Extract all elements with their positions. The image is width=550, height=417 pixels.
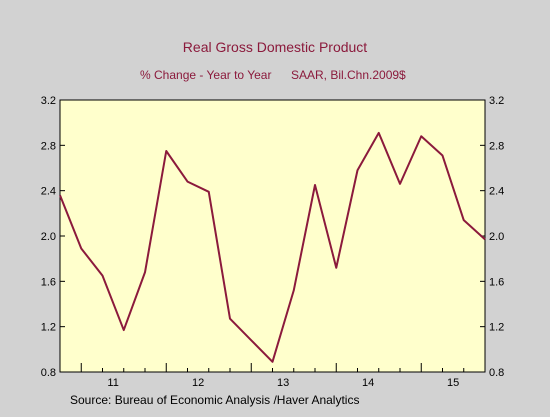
- data-point: [335, 267, 337, 269]
- y-tick-label-left: 1.2: [41, 322, 56, 334]
- chart-subtitle-left: % Change - Year to Year: [140, 68, 271, 82]
- x-tick-label: 15: [447, 377, 459, 389]
- y-tick-label-left: 3.2: [41, 95, 56, 107]
- y-tick-label-right: 2.4: [489, 186, 504, 198]
- data-point: [187, 181, 189, 183]
- series-layer: [59, 131, 486, 363]
- x-tick-label: 12: [192, 377, 204, 389]
- axis-ticks: [59, 99, 486, 373]
- y-tick-label-left: 0.8: [41, 367, 56, 379]
- chart-subtitle-right: SAAR, Bil.Chn.2009$: [291, 68, 406, 82]
- x-tick-label: 11: [107, 377, 118, 389]
- data-point: [123, 329, 125, 331]
- data-point: [314, 184, 316, 186]
- data-point: [378, 132, 380, 134]
- data-point: [80, 247, 82, 249]
- y-tick-label-left: 2.0: [41, 231, 56, 243]
- data-point: [102, 275, 104, 277]
- y-tick-label-right: 1.2: [489, 322, 504, 334]
- chart-title: Real Gross Domestic Product: [183, 39, 368, 55]
- data-point: [229, 318, 231, 320]
- data-point: [250, 339, 252, 341]
- data-point: [144, 271, 146, 273]
- data-point: [442, 155, 444, 157]
- x-tick-label: 13: [277, 377, 289, 389]
- data-point: [399, 183, 401, 185]
- y-tick-label-right: 1.6: [489, 276, 504, 288]
- data-point: [165, 150, 167, 152]
- chart-source: Source: Bureau of Economic Analysis /Hav…: [70, 393, 359, 407]
- data-point: [420, 135, 422, 137]
- data-point: [293, 289, 295, 291]
- axis-tick-labels: 0.8 0.8 1.2 1.2 1.6 1.6 2.0 2.0 2.4 2.4 2.8 2.8 3.2 3…: [41, 95, 505, 389]
- data-point: [463, 219, 465, 221]
- data-point: [272, 361, 274, 363]
- y-tick-label-left: 2.4: [41, 186, 56, 198]
- y-tick-label-left: 1.6: [41, 276, 56, 288]
- y-tick-label-left: 2.8: [41, 140, 56, 152]
- y-tick-label-right: 3.2: [489, 95, 504, 107]
- y-tick-label-right: 2.0: [489, 231, 504, 243]
- y-tick-label-right: 0.8: [489, 367, 504, 379]
- data-point: [357, 169, 359, 171]
- series-line: [59, 131, 486, 363]
- data-point: [208, 191, 210, 193]
- data-point: [484, 238, 486, 240]
- plot-area: [59, 99, 486, 373]
- x-tick-label: 14: [362, 377, 374, 389]
- data-point: [59, 194, 61, 196]
- y-tick-label-right: 2.8: [489, 140, 504, 152]
